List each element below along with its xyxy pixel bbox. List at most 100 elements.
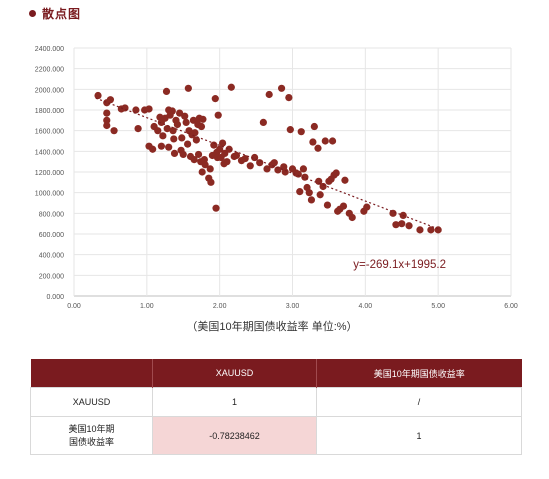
y-tick-label: 1400.000 [35,149,64,156]
data-point [314,144,322,152]
data-point [339,202,348,210]
data-point [392,221,400,229]
data-point [178,134,186,142]
data-point [194,150,203,159]
table-header-cell: 美国10年期国债收益率 [316,359,522,388]
data-point [299,165,308,173]
data-point [218,139,227,147]
data-point [211,95,219,103]
data-point [232,151,241,160]
y-tick-label: 600.000 [39,232,64,239]
data-point [296,188,304,196]
x-tick-label: 5.00 [431,303,445,310]
data-point [223,158,231,166]
data-point [332,169,340,177]
data-point [181,112,189,120]
data-point [159,132,167,140]
data-point [259,118,267,126]
data-point [179,150,187,159]
table-cell: XAUUSD [30,387,153,417]
data-point [132,106,140,114]
table-cell: 1 [316,416,522,455]
data-point [319,182,327,191]
data-point [214,111,222,119]
trendline: y=-269.1x+1995.2 [95,97,446,271]
table-cell: 1 [152,387,317,417]
data-point [198,168,206,176]
data-point [285,94,293,102]
y-tick-label: 200.000 [39,273,64,280]
data-point [265,90,273,99]
x-tick-label: 4.00 [359,303,373,310]
data-point [315,177,323,185]
correlation-table: XAUUSD 美国10年期国债收益率 XAUUSD 1 / 美国10年期 国债收… [30,359,522,455]
table-cell: / [316,387,522,417]
data-point [190,156,198,164]
table-header-cell [30,359,153,388]
data-point [246,162,254,170]
data-point [321,137,329,145]
data-point [103,121,111,130]
data-point [341,176,349,184]
data-point [168,107,176,115]
data-point [197,122,206,131]
data-point [94,91,102,100]
table-row: XAUUSD 1 / [30,387,522,417]
data-point [170,135,178,143]
data-point [182,118,190,126]
y-tick-label: 1000.000 [35,191,64,198]
data-point [286,126,294,134]
y-tick-label: 1200.000 [35,170,64,177]
data-point [281,168,289,176]
data-point [309,138,317,146]
x-tick-label: 0.00 [67,303,81,310]
data-point [184,140,192,148]
data-point [110,127,118,135]
data-point [297,128,305,136]
data-point [134,125,142,133]
data-point [305,189,313,197]
section-title: 散点图 [42,6,82,21]
table-row: 美国10年期 国债收益率 -0.78238462 1 [30,416,522,455]
y-tick-label: 1800.000 [35,108,64,115]
data-point [191,129,199,137]
data-point [216,145,224,153]
x-tick-label: 3.00 [286,303,300,310]
data-point [192,136,200,144]
data-point [145,105,153,113]
data-point [241,154,249,163]
section-header: 散点图 [29,4,81,22]
data-point [225,145,233,153]
data-point [310,122,318,131]
data-point [363,203,371,211]
data-point [184,84,192,92]
data-point [277,84,286,92]
data-point [270,159,278,167]
y-tick-label: 2400.000 [35,46,64,53]
scatter-chart: 0.000 200.000 400.000 600.000 800.000 1000.00… [35,46,518,333]
y-tick-label: 1600.000 [35,129,64,136]
x-tick-label: 1.00 [140,303,154,310]
data-point [173,120,182,129]
data-point [307,196,316,204]
table-cell-correlation: -0.78238462 [152,416,317,455]
data-point [103,116,111,124]
table-header-row: XAUUSD 美国10年期国债收益率 [30,359,522,388]
table-cell: 美国10年期 国债收益率 [30,416,153,455]
data-point [212,204,220,212]
data-point [316,191,324,199]
data-point [263,165,271,173]
trendline-equation: y=-269.1x+1995.2 [353,259,446,271]
data-point [210,141,218,149]
y-tick-label: 400.000 [39,253,64,260]
data-point [274,166,282,174]
table-header-cell: XAUUSD [152,359,317,388]
bullet-icon [29,9,36,17]
y-tick-label: 0.000 [46,294,64,301]
data-point [157,142,165,150]
data-point [323,201,332,209]
data-point [328,137,337,145]
data-point [162,87,171,95]
data-point [206,165,214,173]
data-point [405,222,413,230]
